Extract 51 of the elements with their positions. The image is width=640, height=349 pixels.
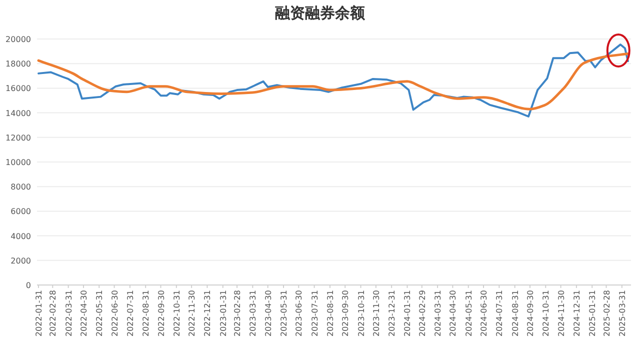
x-tick-label: 2022-07-31: [126, 290, 135, 336]
y-tick-label: 6000: [10, 207, 31, 216]
y-tick-label: 10000: [6, 158, 31, 167]
x-tick-label: 2023-08-31: [326, 290, 335, 336]
x-tick-label: 2022-12-31: [203, 290, 212, 336]
x-tick-label: 2024-02-29: [418, 290, 427, 336]
y-tick-label: 2000: [10, 256, 31, 266]
x-tick-label: 2023-09-30: [341, 290, 350, 336]
x-tick-label: 2023-11-30: [372, 290, 381, 336]
x-tick-label: 2023-02-28: [233, 290, 242, 336]
x-tick-label: 2024-05-31: [464, 290, 474, 336]
x-tick-label: 2022-08-31: [142, 290, 151, 336]
x-tick-label: 2022-01-31: [34, 290, 44, 336]
x-tick-label: 2023-12-31: [388, 290, 397, 336]
x-tick-label: 2023-01-31: [218, 290, 228, 336]
y-tick-label: 0: [26, 281, 31, 290]
x-tick-label: 2024-06-30: [480, 290, 489, 336]
x-tick-label: 2024-08-31: [510, 290, 520, 336]
x-tick-label: 2023-10-31: [356, 290, 366, 336]
x-tick-label: 2024-10-31: [542, 290, 551, 336]
x-tick-label: 2024-01-31: [403, 290, 412, 336]
x-tick-label: 2022-05-31: [95, 290, 104, 336]
x-tick-label: 2022-09-30: [156, 290, 166, 336]
x-tick-label: 2024-04-30: [448, 290, 458, 336]
x-tick-label: 2025-02-28: [602, 290, 612, 336]
x-tick-label: 2023-04-30: [264, 290, 273, 336]
y-tick-label: 14000: [6, 108, 31, 118]
x-tick-label: 2025-01-31: [588, 290, 598, 336]
x-tick-label: 2022-02-28: [48, 290, 58, 336]
x-tick-label: 2022-10-31: [172, 290, 182, 336]
x-tick-label: 2024-12-31: [572, 290, 582, 336]
y-tick-label: 18000: [6, 60, 31, 69]
x-tick-label: 2022-11-30: [188, 290, 197, 336]
x-tick-label: 2024-11-30: [556, 290, 566, 336]
y-tick-label: 16000: [6, 84, 31, 94]
x-tick-label: 2024-03-31: [434, 290, 443, 336]
x-tick-label: 2023-03-31: [248, 290, 258, 336]
x-tick-label: 2024-09-30: [526, 290, 535, 336]
x-tick-label: 2023-06-30: [294, 290, 304, 336]
x-tick-label: 2025-03-31: [618, 290, 627, 336]
y-tick-label: 20000: [6, 35, 31, 44]
x-tick-label: 2024-07-31: [495, 290, 504, 336]
x-tick-label: 2022-06-30: [110, 290, 120, 336]
x-tick-label: 2022-03-31: [64, 290, 74, 336]
x-tick-label: 2022-04-30: [79, 290, 88, 336]
x-tick-label: 2023-07-31: [310, 290, 320, 336]
x-tick-label: 2023-05-31: [279, 290, 288, 336]
y-tick-label: 4000: [10, 232, 31, 241]
y-tick-label: 8000: [10, 182, 31, 192]
y-tick-label: 12000: [6, 133, 31, 142]
title: 融资融券余额: [275, 4, 365, 22]
